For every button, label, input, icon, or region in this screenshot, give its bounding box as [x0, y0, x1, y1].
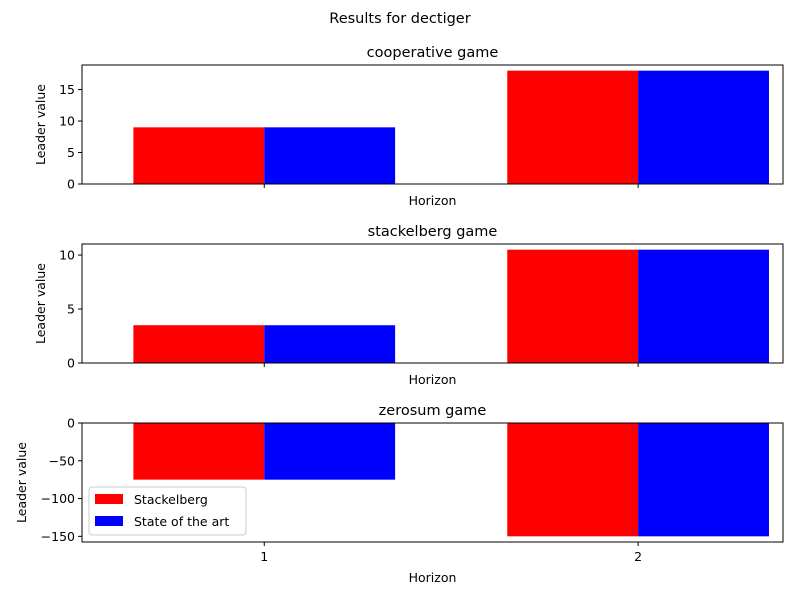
axes-frame [81, 243, 784, 364]
chart-panel-2: 0 5 10 stackelberg game Horizon Leader value [33, 224, 784, 387]
chart-panel-3: 0 −50 −100 −150 1 2 zerosum game Horizon Leader … [14, 403, 784, 585]
panel-title: cooperative game [367, 45, 499, 61]
bar-state-of-the-art-h1 [264, 127, 396, 184]
y-tick-label: 0 [67, 356, 75, 371]
bar-stackelberg-h2 [507, 70, 639, 184]
axes-frame [81, 422, 784, 543]
legend-box [88, 486, 247, 536]
y-axis-label: Leader value [14, 442, 29, 523]
legend-label: Stackelberg [134, 492, 208, 507]
bar-stackelberg-h1 [133, 127, 265, 184]
y-tick-label: 5 [67, 145, 75, 160]
y-tick-label: −150 [41, 529, 75, 544]
legend-label: State of the art [134, 514, 229, 529]
bar-stackelberg-h2 [507, 423, 639, 537]
x-tick-label: 2 [634, 549, 642, 564]
y-tick-label: 10 [59, 114, 75, 129]
y-tick-label: 10 [59, 248, 75, 263]
y-axis-label: Leader value [33, 84, 48, 165]
y-tick-label: 15 [59, 82, 75, 97]
figure-suptitle: Results for dectiger [329, 11, 470, 27]
y-axis-label: Leader value [33, 263, 48, 344]
x-axis-label: Horizon [409, 570, 457, 585]
bar-state-of-the-art-h1 [264, 325, 396, 363]
bar-stackelberg-h1 [133, 423, 265, 480]
panel-title: stackelberg game [368, 224, 498, 240]
legend-swatch [95, 516, 123, 526]
x-axis-label: Horizon [409, 372, 457, 387]
bar-state-of-the-art-h2 [638, 423, 769, 537]
bar-state-of-the-art-h2 [638, 70, 769, 184]
legend-swatch [95, 494, 123, 504]
chart-panel-1: 0 5 10 15 cooperative game Horizon Leader valu… [33, 45, 784, 208]
y-tick-label: 0 [67, 416, 75, 431]
bar-state-of-the-art-h2 [638, 249, 769, 363]
bar-state-of-the-art-h1 [264, 423, 396, 480]
y-tick-label: 5 [67, 302, 75, 317]
y-tick-label: −100 [41, 491, 75, 506]
bar-stackelberg-h1 [133, 325, 265, 363]
legend: Stackelberg State of the art [88, 486, 247, 536]
bar-stackelberg-h2 [507, 249, 639, 363]
panel-title: zerosum game [379, 403, 487, 419]
y-tick-label: 0 [67, 177, 75, 192]
axes-frame [81, 64, 784, 185]
y-tick-label: −50 [49, 453, 75, 468]
x-tick-label: 1 [260, 549, 268, 564]
x-axis-label: Horizon [409, 193, 457, 208]
